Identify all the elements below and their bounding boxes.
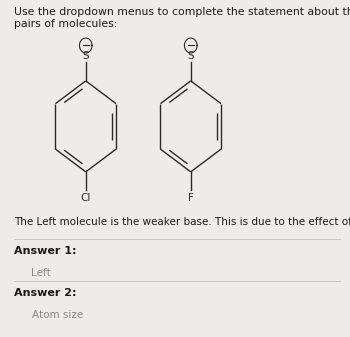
Text: Answer 2:: Answer 2: (14, 288, 77, 298)
Text: S: S (188, 51, 194, 61)
Text: Answer 1:: Answer 1: (14, 246, 77, 256)
Text: Left: Left (32, 268, 51, 278)
Text: Atom size: Atom size (32, 310, 83, 320)
Text: F: F (188, 193, 194, 203)
Text: Cl: Cl (80, 193, 91, 203)
Text: S: S (83, 51, 89, 61)
Text: Use the dropdown menus to complete the statement about the following
pairs of mo: Use the dropdown menus to complete the s… (14, 7, 350, 29)
Text: The Left molecule is the weaker base. This is due to the effect of Atom size .: The Left molecule is the weaker base. Th… (14, 217, 350, 227)
